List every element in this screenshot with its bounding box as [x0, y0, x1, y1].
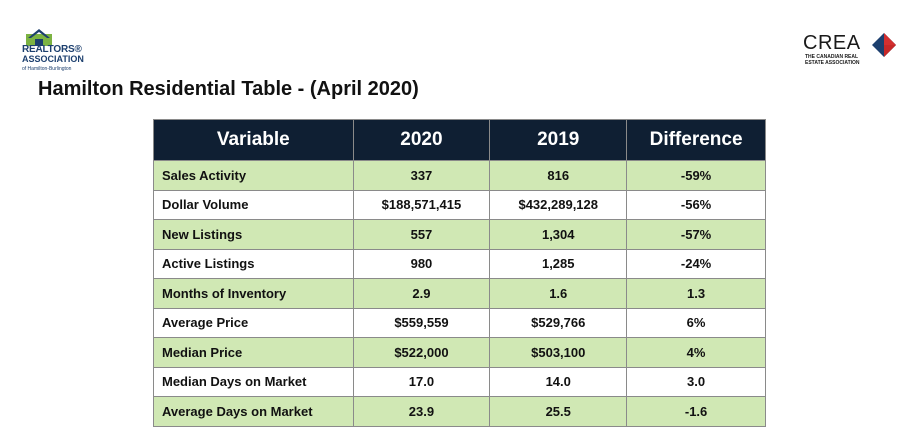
- cell-2019: 1,304: [489, 219, 628, 250]
- table-row: Months of Inventory 2.9 1.6 1.3: [153, 278, 766, 309]
- cell-difference: 1.3: [626, 278, 766, 309]
- cell-difference: -59%: [626, 160, 766, 191]
- cell-2020: $559,559: [352, 307, 491, 338]
- cell-2020: 17.0: [352, 366, 491, 397]
- crea-logo-text: CREA: [803, 32, 861, 54]
- cell-2020: $522,000: [352, 337, 491, 368]
- cell-2019: 25.5: [489, 396, 628, 427]
- cell-2020: 23.9: [352, 396, 491, 427]
- cell-2019: 14.0: [489, 366, 628, 397]
- crea-logo-subtitle: THE CANADIAN REAL ESTATE ASSOCIATION: [805, 54, 860, 66]
- cell-2020: 337: [352, 160, 491, 191]
- header-2020: 2020: [352, 119, 491, 161]
- crea-diamond-icon: [872, 33, 896, 57]
- cell-2019: $432,289,128: [489, 189, 628, 220]
- cell-2019: 1.6: [489, 278, 628, 309]
- row-label: Median Days on Market: [153, 366, 354, 397]
- row-label: Months of Inventory: [153, 278, 354, 309]
- residential-data-table: Variable 2020 2019 Difference Sales Acti…: [153, 119, 766, 427]
- cell-2020: $188,571,415: [352, 189, 491, 220]
- crea-logo: CREA THE CANADIAN REAL ESTATE ASSOCIATIO…: [800, 30, 896, 70]
- row-label: Active Listings: [153, 248, 354, 279]
- row-label: Average Days on Market: [153, 396, 354, 427]
- cell-2019: 816: [489, 160, 628, 191]
- logo-association-text: ASSOCIATION: [22, 54, 84, 64]
- row-label: Sales Activity: [153, 160, 354, 191]
- table-row: Median Price $522,000 $503,100 4%: [153, 337, 766, 368]
- cell-difference: -1.6: [626, 396, 766, 427]
- cell-difference: 4%: [626, 337, 766, 368]
- cell-difference: -57%: [626, 219, 766, 250]
- table-row: Average Price $559,559 $529,766 6%: [153, 307, 766, 338]
- cell-2020: 557: [352, 219, 491, 250]
- cell-2019: 1,285: [489, 248, 628, 279]
- row-label: Dollar Volume: [153, 189, 354, 220]
- table-row: Sales Activity 337 816 -59%: [153, 160, 766, 191]
- cell-2020: 980: [352, 248, 491, 279]
- cell-difference: 6%: [626, 307, 766, 338]
- realtors-association-logo: REALTORS® ASSOCIATION of Hamilton-Burlin…: [22, 28, 84, 76]
- cell-difference: -56%: [626, 189, 766, 220]
- header-2019: 2019: [489, 119, 628, 161]
- cell-difference: -24%: [626, 248, 766, 279]
- cell-2019: $503,100: [489, 337, 628, 368]
- row-label: New Listings: [153, 219, 354, 250]
- header-variable: Variable: [153, 119, 354, 161]
- logo-realtors-text: REALTORS®: [22, 44, 82, 55]
- header-difference: Difference: [626, 119, 766, 161]
- page-title: Hamilton Residential Table - (April 2020…: [38, 78, 419, 100]
- cell-2020: 2.9: [352, 278, 491, 309]
- row-label: Median Price: [153, 337, 354, 368]
- row-label: Average Price: [153, 307, 354, 338]
- house-roof-icon: [26, 29, 52, 46]
- table-row: Active Listings 980 1,285 -24%: [153, 248, 766, 279]
- logo-region-text: of Hamilton-Burlington: [22, 66, 72, 72]
- table-row: New Listings 557 1,304 -57%: [153, 219, 766, 250]
- table-row: Average Days on Market 23.9 25.5 -1.6: [153, 396, 766, 427]
- cell-2019: $529,766: [489, 307, 628, 338]
- table-header-row: Variable 2020 2019 Difference: [153, 119, 766, 161]
- cell-difference: 3.0: [626, 366, 766, 397]
- table-row: Median Days on Market 17.0 14.0 3.0: [153, 366, 766, 397]
- table-row: Dollar Volume $188,571,415 $432,289,128 …: [153, 189, 766, 220]
